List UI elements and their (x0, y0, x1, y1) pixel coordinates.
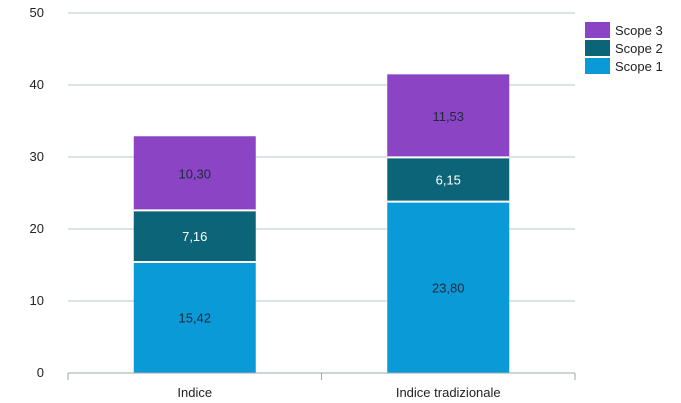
legend-label: Scope 2 (615, 41, 663, 56)
x-category-label: Indice tradizionale (396, 385, 501, 400)
data-label: 23,80 (432, 280, 465, 295)
legend-label: Scope 1 (615, 59, 663, 74)
bar-segment (133, 210, 256, 262)
y-axis-ticks: 0 10 20 30 40 50 (30, 5, 44, 380)
data-label: 7,16 (182, 229, 207, 244)
y-tick-label: 0 (37, 365, 44, 380)
bar-segment (133, 261, 256, 373)
data-label: 11,53 (432, 109, 464, 124)
y-tick-label: 30 (30, 149, 44, 164)
legend: Scope 3 Scope 2 Scope 1 (585, 22, 663, 74)
bar-segment (387, 74, 510, 158)
bar-segment (133, 136, 256, 211)
y-tick-label: 10 (30, 293, 44, 308)
data-label: 15,42 (178, 310, 211, 325)
legend-swatch (585, 58, 610, 74)
data-label: 10,30 (178, 166, 211, 181)
data-label: 6,15 (436, 173, 461, 188)
y-tick-label: 40 (30, 77, 44, 92)
bars (133, 74, 510, 373)
y-tick-label: 50 (30, 5, 44, 20)
legend-swatch (585, 22, 610, 38)
bar-segment (387, 157, 510, 202)
y-tick-label: 20 (30, 221, 44, 236)
legend-label: Scope 3 (615, 23, 663, 38)
legend-swatch (585, 40, 610, 56)
x-category-label: Indice (177, 385, 212, 400)
bar-segment (387, 201, 510, 373)
x-axis: Indice Indice tradizionale (67, 372, 576, 400)
data-labels: 15,42 7,16 10,30 23,80 6,15 11,53 (178, 109, 464, 326)
